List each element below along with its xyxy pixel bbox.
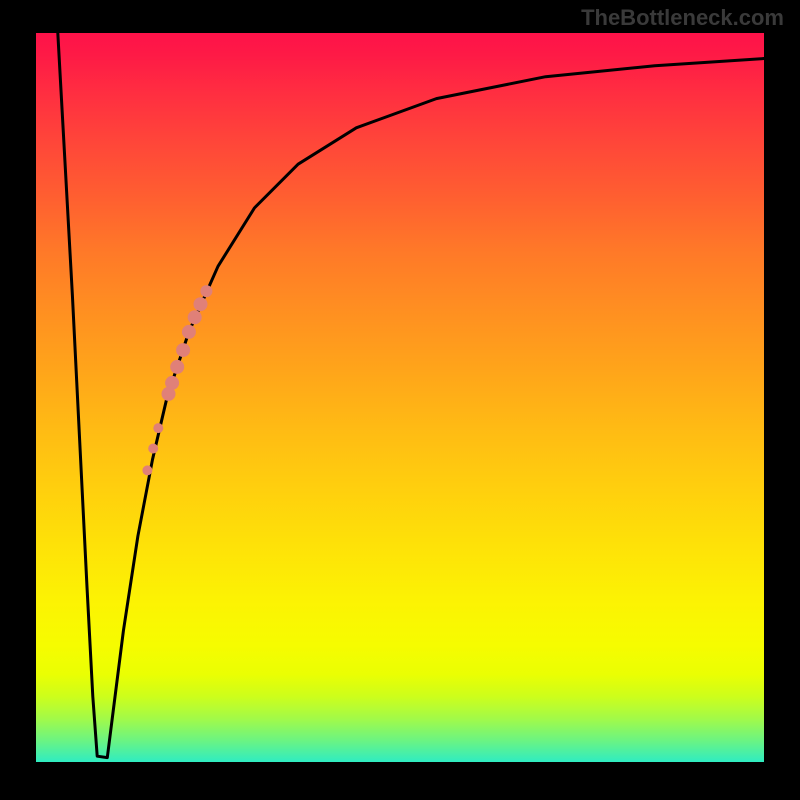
- marker-dot: [200, 285, 212, 297]
- source-label: TheBottleneck.com: [581, 5, 784, 31]
- marker-dot: [170, 360, 184, 374]
- marker-dot: [142, 465, 152, 475]
- marker-dot: [148, 444, 158, 454]
- marker-dot: [165, 376, 179, 390]
- figure-stage: TheBottleneck.com: [0, 0, 800, 800]
- marker-dot: [188, 310, 202, 324]
- chart-svg: [0, 0, 800, 800]
- marker-dot: [153, 423, 163, 433]
- marker-dot: [182, 325, 196, 339]
- marker-dot: [194, 297, 208, 311]
- plot-background: [36, 33, 764, 762]
- marker-dot: [176, 343, 190, 357]
